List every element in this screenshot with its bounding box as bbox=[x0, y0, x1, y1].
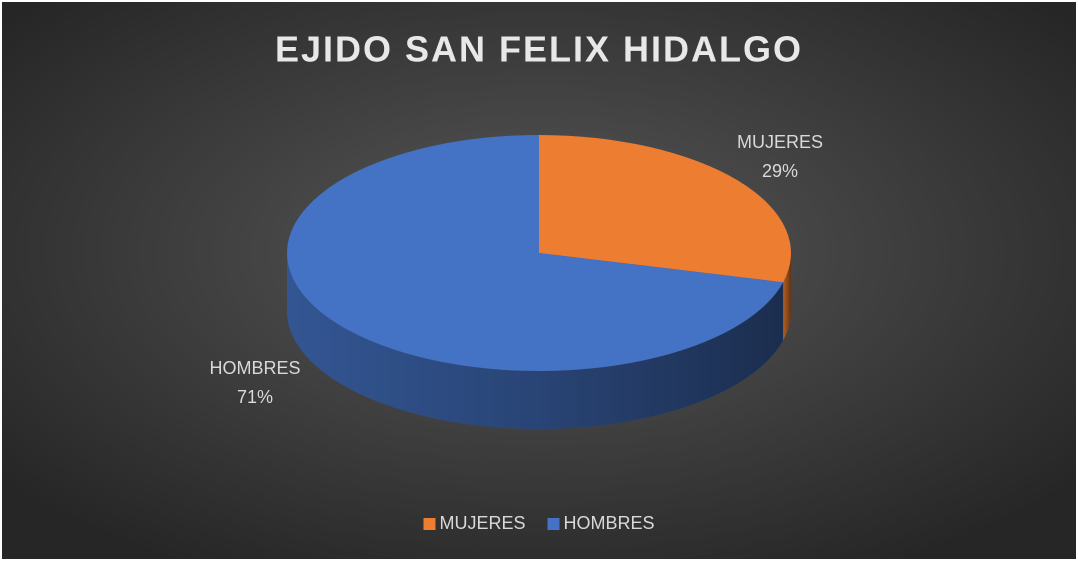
legend-swatch bbox=[423, 518, 436, 530]
legend-label: HOMBRES bbox=[564, 513, 655, 533]
data-label-value: 71% bbox=[237, 387, 273, 407]
legend: MUJERES HOMBRES bbox=[423, 513, 655, 533]
chart-title: EJIDO SAN FELIX HIDALGO bbox=[275, 29, 803, 70]
pie-side-shade bbox=[783, 253, 791, 341]
legend-label: MUJERES bbox=[439, 513, 525, 533]
pie-side-shade bbox=[287, 253, 784, 429]
legend-swatch bbox=[547, 518, 560, 530]
pie-slice bbox=[539, 135, 791, 283]
data-label-name: HOMBRES bbox=[209, 358, 300, 378]
pie-slice bbox=[287, 135, 784, 371]
data-label-name: MUJERES bbox=[737, 132, 823, 152]
data-label-value: 29% bbox=[762, 161, 798, 181]
